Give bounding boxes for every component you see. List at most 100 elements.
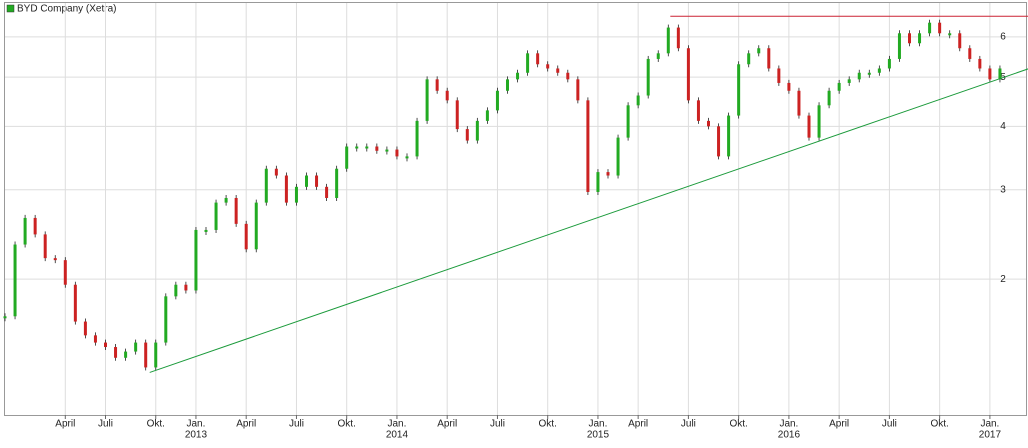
x-tick-label: Jan. — [387, 419, 406, 430]
candle — [747, 53, 751, 65]
candle — [968, 48, 972, 59]
candle — [877, 68, 881, 73]
candle — [707, 120, 710, 127]
candle — [837, 82, 841, 91]
candle — [83, 321, 87, 336]
candle — [294, 186, 298, 203]
candle — [857, 72, 861, 80]
candle — [696, 100, 700, 121]
x-tick-label: Okt. — [539, 419, 557, 430]
candle — [636, 95, 640, 106]
y-tick-label: 4 — [1000, 121, 1006, 132]
candle — [576, 79, 580, 101]
x-tick-label: April — [829, 419, 849, 430]
candle — [908, 33, 911, 44]
x-tick-label: Juli — [98, 419, 113, 430]
candle — [918, 33, 922, 44]
candle — [33, 217, 37, 235]
candle — [938, 22, 942, 34]
candle — [43, 234, 47, 259]
candle — [355, 146, 359, 149]
x-tick-label: Jan. — [779, 419, 798, 430]
candle — [626, 105, 630, 138]
candle — [365, 146, 369, 149]
candle — [415, 120, 419, 157]
candle — [727, 115, 731, 157]
candle — [274, 168, 278, 176]
x-tick-label: April — [236, 419, 256, 430]
candle — [928, 22, 932, 34]
candle — [174, 284, 178, 297]
candle — [325, 186, 329, 198]
candle — [254, 202, 258, 250]
candle — [757, 48, 761, 54]
candle — [13, 244, 17, 317]
candle — [23, 217, 27, 245]
candle — [526, 53, 530, 73]
plot-frame — [4, 2, 1027, 416]
candle — [114, 347, 118, 358]
x-tick-label: Juli — [882, 419, 897, 430]
candle — [405, 156, 409, 159]
candle — [194, 229, 198, 291]
candle — [184, 284, 188, 291]
candle — [847, 79, 851, 83]
candle — [435, 79, 439, 91]
candle — [506, 79, 509, 91]
x-tick-label: Juli — [490, 419, 505, 430]
candle — [767, 48, 771, 69]
y-tick-label: 6 — [1000, 32, 1006, 43]
x-year-label: 2013 — [185, 430, 208, 441]
candle — [53, 258, 57, 261]
candle — [234, 197, 238, 224]
candle — [646, 58, 650, 96]
x-tick-label: April — [55, 419, 75, 430]
candle — [676, 27, 680, 49]
candle — [887, 58, 891, 69]
candle — [948, 33, 952, 36]
candle — [606, 172, 610, 176]
candle — [214, 202, 218, 230]
candle — [3, 316, 7, 319]
x-tick-label: Jan. — [980, 419, 999, 430]
y-tick-label: 3 — [1000, 184, 1006, 195]
trendline — [149, 68, 1028, 373]
candle — [445, 90, 449, 101]
x-tick-label: Juli — [289, 419, 304, 430]
candle — [395, 149, 399, 157]
candle — [385, 149, 389, 152]
candle — [335, 168, 339, 198]
x-tick-label: April — [437, 419, 457, 430]
x-tick-label: Okt. — [338, 419, 356, 430]
x-tick-label: Jan. — [588, 419, 607, 430]
candle — [998, 68, 1002, 80]
candle — [475, 120, 479, 141]
candle — [797, 90, 801, 116]
x-year-label: 2017 — [979, 430, 1002, 441]
candle — [154, 342, 158, 368]
candle — [897, 33, 901, 59]
candle — [586, 100, 590, 192]
candle — [656, 53, 660, 59]
candle — [787, 82, 791, 91]
x-tick-label: Jan. — [186, 419, 205, 430]
candle — [546, 64, 550, 69]
candle — [305, 175, 308, 187]
candle — [817, 105, 821, 138]
x-tick-label: Okt. — [147, 419, 165, 430]
legend-swatch — [6, 4, 15, 13]
candle — [375, 146, 379, 151]
candle — [284, 175, 288, 203]
candle — [777, 68, 781, 83]
candle — [63, 260, 67, 285]
candle — [717, 126, 721, 157]
candle — [455, 100, 459, 130]
candle — [465, 129, 469, 141]
candle — [204, 229, 208, 232]
x-year-label: 2015 — [587, 430, 610, 441]
candle — [224, 197, 228, 203]
candle — [958, 33, 962, 49]
candle — [124, 351, 128, 358]
candle — [737, 64, 741, 116]
